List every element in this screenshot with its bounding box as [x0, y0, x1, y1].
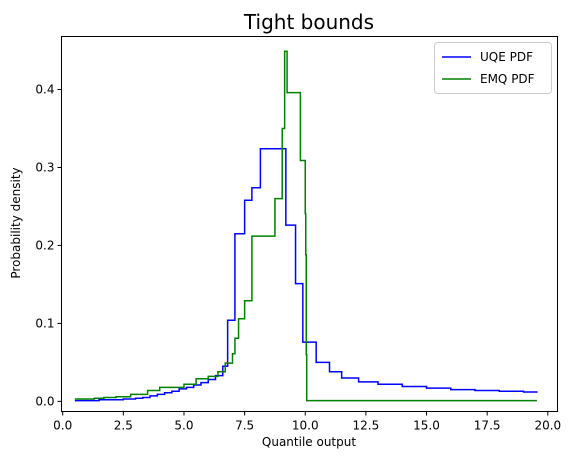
y-tick-label: 0.2: [35, 238, 54, 252]
legend: UQE PDF EMQ PDF: [434, 42, 552, 94]
legend-label-emq: EMQ PDF: [480, 72, 535, 86]
series-line-1: [74, 50, 537, 402]
x-tick-label: 15.0: [413, 419, 440, 433]
legend-box: [434, 42, 552, 94]
y-tick-label: 0.0: [35, 394, 54, 408]
y-tick-label: 0.4: [35, 83, 54, 97]
x-tick-label: 20.0: [534, 419, 561, 433]
x-tick-label: 7.5: [235, 419, 254, 433]
plot-frame: [61, 36, 558, 412]
y-tick-label: 0.1: [35, 316, 54, 330]
series-line-0: [74, 148, 538, 402]
series-layer: [74, 50, 538, 402]
x-axis-label: Quantile output: [262, 435, 356, 449]
x-tick-label: 5.0: [174, 419, 193, 433]
legend-label-uqe: UQE PDF: [480, 50, 533, 64]
x-tick-label: 10.0: [292, 419, 319, 433]
x-tick-label: 0.0: [53, 419, 72, 433]
x-tick-label: 12.5: [353, 419, 380, 433]
y-tick-label: 0.3: [35, 160, 54, 174]
y-axis-label: Probability density: [9, 167, 23, 278]
chart-title: Tight bounds: [243, 10, 374, 34]
ticks-layer: 0.0 2.5 5.0 7.5 10.0 12.5 15.0 17.5 20.0 0.0 0.1 0.…: [35, 83, 561, 433]
x-tick-label: 2.5: [114, 419, 133, 433]
x-tick-label: 17.5: [474, 419, 501, 433]
